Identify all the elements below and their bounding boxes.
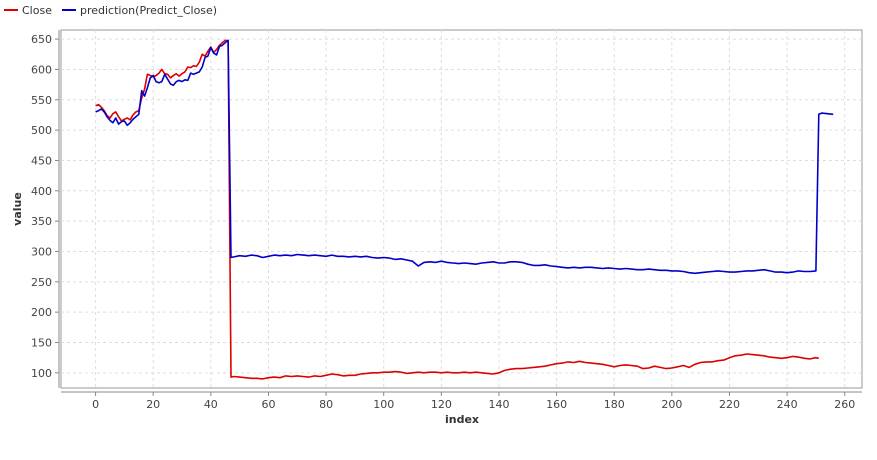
x-tick-label: 160 <box>546 398 567 411</box>
series-line-prediction <box>95 39 834 275</box>
y-tick-label: 100 <box>31 367 52 380</box>
x-tick-label: 200 <box>661 398 682 411</box>
x-tick-label: 240 <box>777 398 798 411</box>
y-axis-label: value <box>11 192 24 226</box>
y-tick-label: 250 <box>31 276 52 289</box>
y-tick-label: 450 <box>31 154 52 167</box>
y-tick-label: 200 <box>31 306 52 319</box>
plot-area <box>60 29 863 389</box>
legend-entry-label: Close <box>22 4 52 17</box>
x-tick-label: 40 <box>204 398 218 411</box>
y-tick-label: 300 <box>31 245 52 258</box>
x-tick-label: 180 <box>604 398 625 411</box>
y-tick-label: 400 <box>31 185 52 198</box>
x-tick-label: 120 <box>431 398 452 411</box>
y-tick-label: 350 <box>31 215 52 228</box>
y-tick-label: 550 <box>31 94 52 107</box>
x-tick-label: 20 <box>146 398 160 411</box>
y-tick-label: 600 <box>31 63 52 76</box>
y-tick-label: 150 <box>31 336 52 349</box>
x-tick-label: 260 <box>834 398 855 411</box>
series-layer <box>95 39 834 380</box>
series-line-close <box>95 39 819 380</box>
x-tick-label: 0 <box>92 398 99 411</box>
x-axis-label: index <box>445 413 479 426</box>
grid-lines <box>61 30 862 388</box>
x-tick-label: 220 <box>719 398 740 411</box>
x-tick-label: 100 <box>373 398 394 411</box>
axes: 0 20 40 60 80 100 120 140 160 180 200 220 240 260 100 1… <box>31 30 862 411</box>
y-tick-label: 500 <box>31 124 52 137</box>
x-tick-label: 80 <box>319 398 333 411</box>
x-tick-label: 140 <box>488 398 509 411</box>
legend-entry-label: prediction(Predict_Close) <box>80 4 217 17</box>
x-tick-label: 60 <box>261 398 275 411</box>
y-tick-label: 650 <box>31 33 52 46</box>
legend: Close prediction(Predict_Close) <box>4 4 217 17</box>
